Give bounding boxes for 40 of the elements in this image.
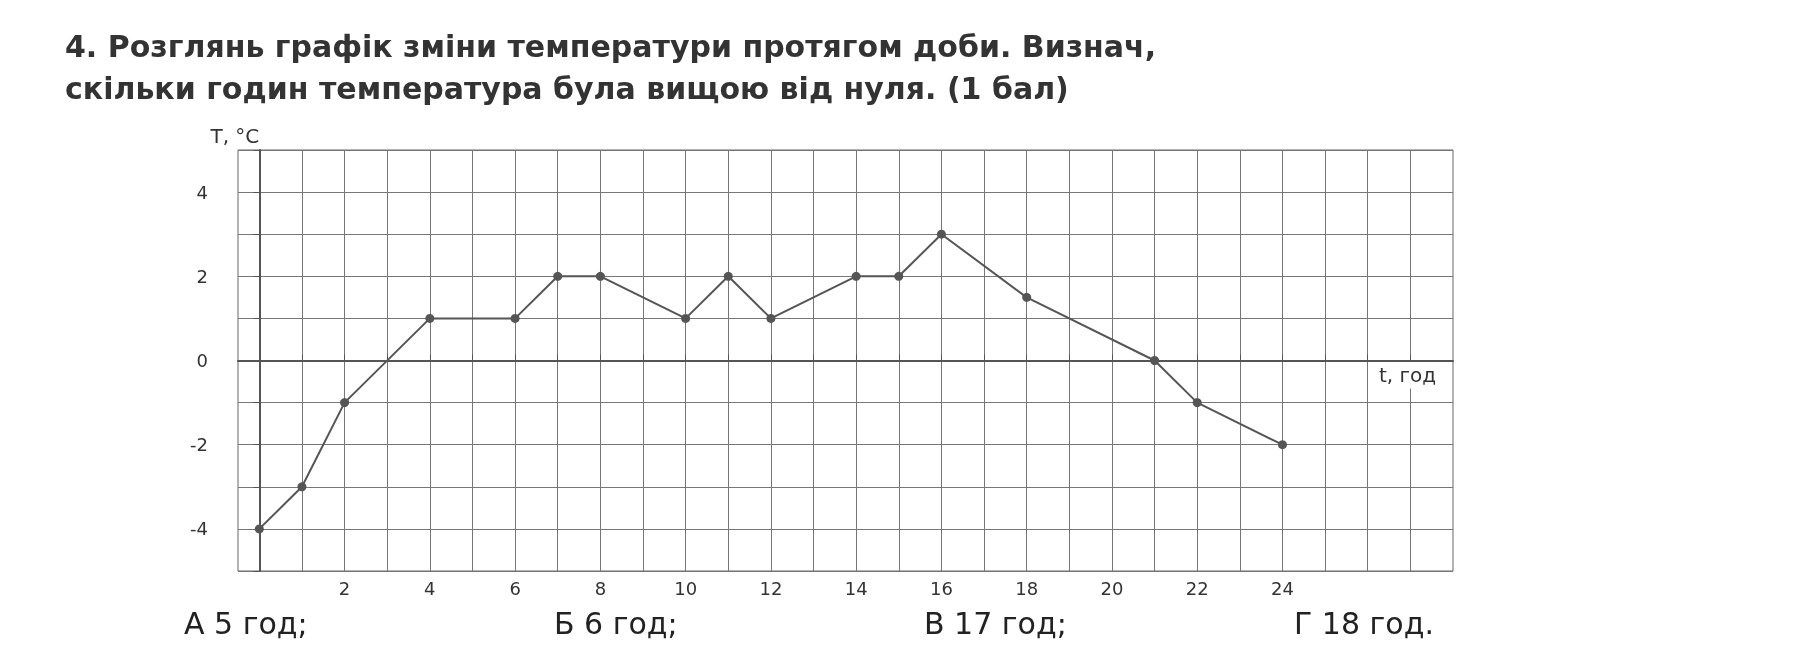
x-tick-label: 14 [844, 577, 868, 599]
x-tick-label: 2 [338, 577, 351, 599]
point [553, 271, 563, 281]
point [681, 313, 691, 323]
point [1022, 292, 1032, 302]
x-tick-label: 18 [1015, 577, 1039, 599]
point [510, 313, 520, 323]
point [297, 482, 307, 492]
x-tick-label: 24 [1271, 577, 1294, 599]
point [340, 398, 350, 408]
x-tick-label: 6 [509, 577, 521, 599]
point [595, 271, 605, 281]
point [1150, 356, 1160, 365]
point [766, 313, 776, 323]
y-tick-label: 0 [196, 350, 208, 371]
y-tick-label: -4 [190, 518, 208, 540]
point [425, 313, 435, 323]
x-tick-label: 20 [1100, 577, 1124, 599]
x-tick-label: 12 [759, 577, 783, 599]
chart-title: 4. Розглянь графік зміни температури протягом доби. Визнач, скільки годин температура була вищою від нуля. (1 бал) [65, 28, 1167, 106]
text: Г 18 год. [1294, 605, 1434, 641]
x-tick-label: 22 [1185, 577, 1209, 599]
text: В 17 год; [924, 605, 1067, 641]
point [723, 271, 733, 281]
point [851, 271, 861, 281]
point [1277, 440, 1287, 450]
y-tick-label: -2 [190, 434, 208, 456]
x-tick-label: 10 [674, 577, 698, 599]
text: А 5 год; [184, 605, 308, 641]
x-tick-label: 16 [929, 577, 953, 599]
y-tick-label: 4 [196, 181, 208, 203]
x-axis-title: t, год [1379, 362, 1437, 387]
text: Б 6 год; [554, 605, 678, 641]
point [894, 271, 904, 281]
x-tick-label: 4 [424, 577, 436, 599]
y-tick-label: 2 [196, 265, 208, 287]
x-tick-label: 8 [594, 577, 607, 599]
point [936, 229, 946, 239]
point [1192, 398, 1202, 408]
y-axis-title: T, °C [209, 124, 260, 148]
